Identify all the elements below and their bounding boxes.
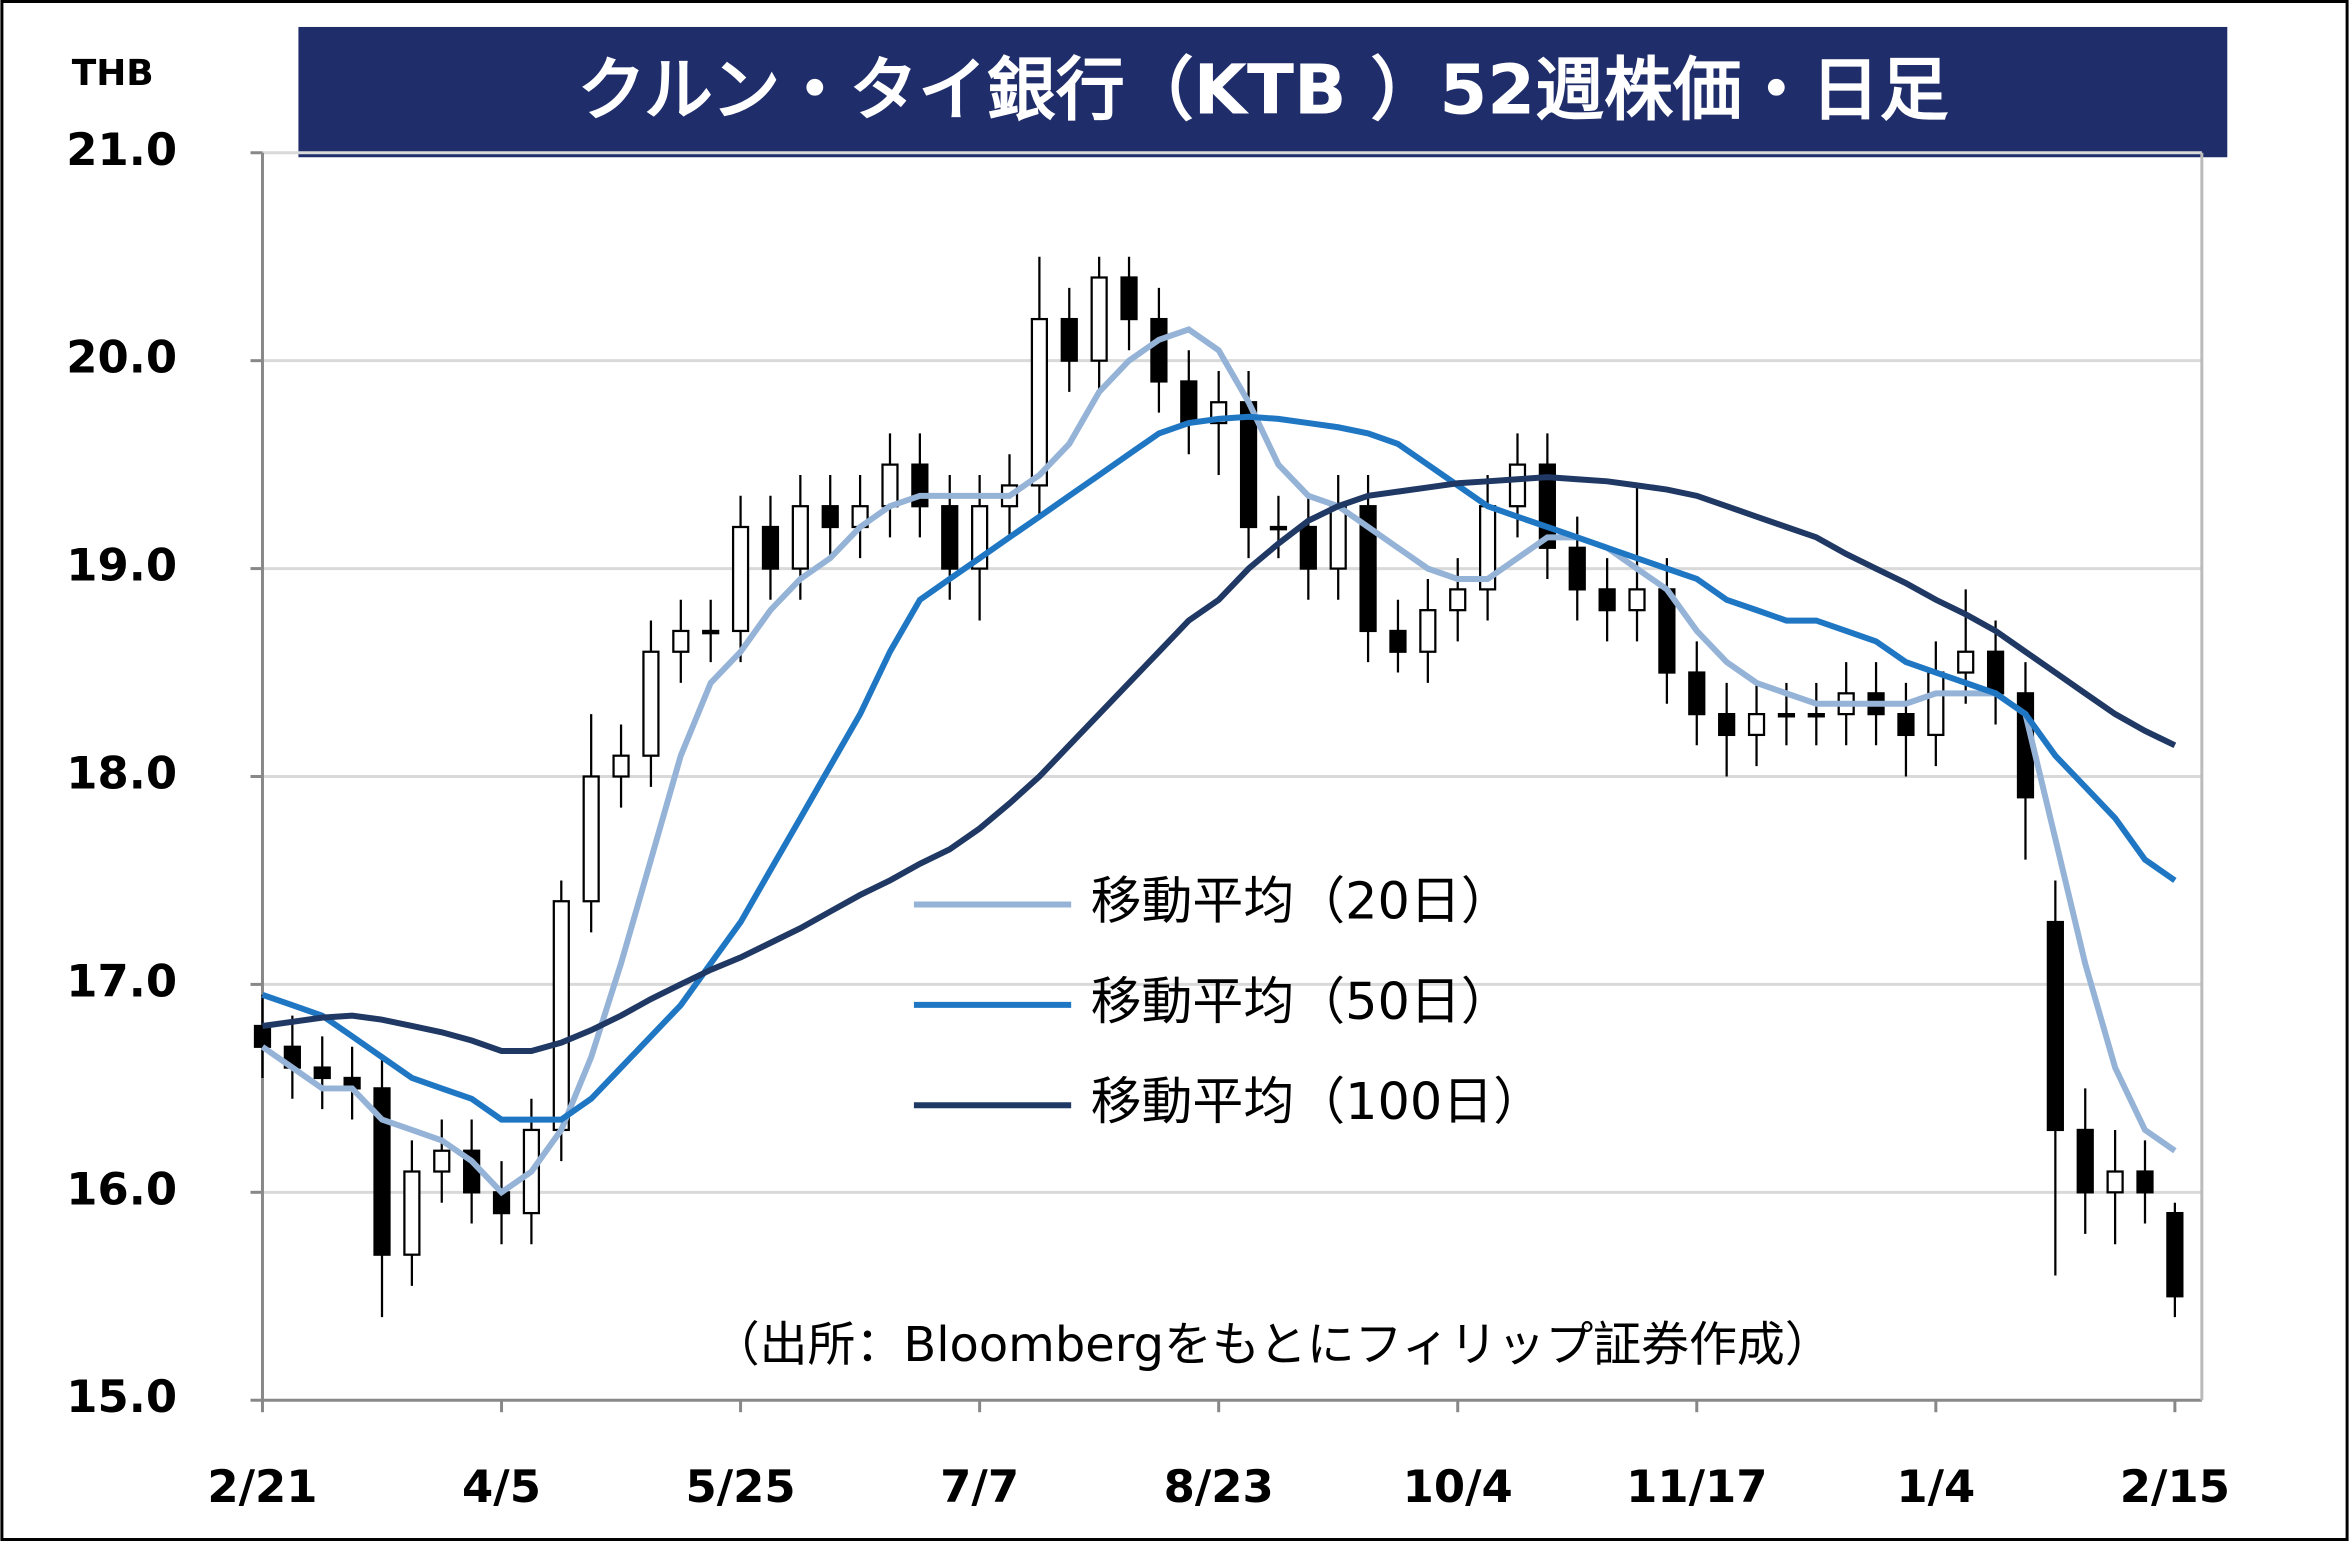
candle-body (642, 650, 660, 757)
x-tick-label: 10/4 (1403, 1460, 1513, 1513)
candle-body (1807, 712, 1825, 718)
legend-label: 移動平均（50日） (1091, 973, 1512, 1032)
candle-body (1299, 525, 1317, 570)
candle-body (1359, 505, 1377, 633)
source-note: （出所：Bloombergをもとにフィリップ証券作成） (712, 1318, 1833, 1373)
candle-body (253, 1024, 272, 1048)
x-tick-label: 8/23 (1164, 1460, 1274, 1513)
candle-body (1777, 712, 1796, 718)
candle-body (1568, 546, 1586, 591)
candle-body (1986, 650, 2005, 695)
candle-body (941, 505, 959, 570)
candle-body (403, 1170, 421, 1256)
y-tick-label: 20.0 (66, 331, 177, 384)
candle-body (1269, 525, 1288, 531)
candle-body (2046, 920, 2064, 1132)
candle-body (821, 505, 839, 529)
candle-body (2076, 1128, 2094, 1194)
candle-body (702, 629, 720, 635)
candle-body (433, 1149, 451, 1173)
legend-label: 移動平均（20日） (1091, 873, 1512, 932)
candle-body (791, 505, 809, 570)
candle-body (1688, 671, 1706, 716)
candle-body (1598, 588, 1616, 612)
candle-body (881, 463, 899, 508)
x-tick-label: 2/15 (2120, 1460, 2230, 1513)
x-tick-label: 11/17 (1626, 1460, 1767, 1513)
x-tick-label: 2/21 (207, 1460, 317, 1513)
candle-body (1897, 712, 1915, 737)
x-tick-label: 1/4 (1896, 1460, 1975, 1513)
candle-body (1389, 629, 1407, 653)
candle-body (2106, 1170, 2124, 1194)
candle-body (2166, 1211, 2184, 1298)
candle-body (1957, 650, 1975, 674)
candle-body (1449, 588, 1467, 612)
candle-body (2136, 1170, 2154, 1194)
chart-title: クルン・タイ銀行（KTB ）52週株価・日足 (577, 50, 1948, 130)
candle-body (731, 525, 750, 633)
y-tick-label: 18.0 (66, 746, 177, 799)
candle-body (1239, 401, 1258, 529)
title-box (298, 26, 2228, 158)
candle-body (1030, 317, 1049, 487)
candle-body (1120, 276, 1138, 321)
candle-body (1419, 609, 1437, 653)
candle-body (761, 525, 780, 570)
candle-body (1718, 712, 1736, 737)
candle-body (612, 754, 630, 778)
candle-body (1508, 463, 1527, 508)
candle-body (1150, 317, 1168, 383)
candle-body (582, 775, 600, 903)
y-unit: THB (72, 53, 154, 94)
candle-body (552, 900, 570, 1132)
candle-body (1090, 276, 1108, 362)
y-tick-label: 16.0 (66, 1162, 177, 1215)
candle-body (1060, 317, 1078, 362)
legend-label: 移動平均（100日） (1091, 1073, 1545, 1132)
candle-body (1329, 505, 1347, 570)
y-tick-label: 17.0 (66, 954, 177, 1007)
candle-body (313, 1066, 331, 1080)
candle-body (1747, 712, 1766, 737)
x-tick-label: 4/5 (462, 1460, 541, 1513)
candle-body (1628, 588, 1646, 612)
y-tick-label: 19.0 (66, 539, 177, 592)
candle-body (1658, 588, 1676, 674)
moving-average-line (262, 474, 2177, 1054)
candle-body (373, 1087, 391, 1256)
x-tick-label: 5/25 (686, 1460, 796, 1513)
moving-average-line (260, 326, 2177, 1197)
candle-body (1927, 671, 1945, 737)
candle-body (672, 629, 690, 653)
x-tick-label: 7/7 (940, 1460, 1019, 1513)
y-tick-label: 21.0 (66, 123, 177, 176)
moving-average-line (261, 413, 2177, 1123)
y-tick-label: 15.0 (66, 1370, 177, 1423)
candle-body (1180, 380, 1198, 425)
